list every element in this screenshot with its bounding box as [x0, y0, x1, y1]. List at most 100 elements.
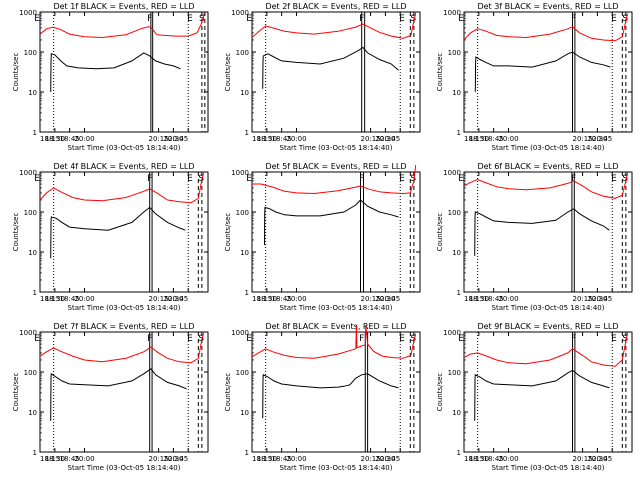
marker-letter: E: [34, 334, 40, 344]
x-tick-label: 20:15: [360, 135, 380, 143]
y-tick-label: 10: [240, 89, 249, 97]
x-tick-label: 18:45: [272, 295, 292, 303]
x-tick-label: 18:30: [257, 455, 277, 463]
lld-series-line: [251, 12, 417, 39]
chart-title: Det 8f BLACK = Events, RED = LLD: [265, 322, 406, 331]
x-tick-label: 18:30: [45, 295, 65, 303]
y-tick-label: 1: [33, 449, 37, 457]
x-tick-label: 18:15: [40, 455, 60, 463]
chart-title: Det 5f BLACK = Events, RED = LLD: [265, 162, 406, 171]
x-tick-label: 20:15: [360, 295, 380, 303]
x-tick-label: 18:45: [60, 455, 80, 463]
chart-title: Det 1f BLACK = Events, RED = LLD: [53, 2, 194, 11]
lld-series-line: [463, 13, 629, 42]
x-tick-label: 20:15: [148, 455, 168, 463]
plot-frame: [463, 171, 633, 293]
x-tick-label: 20:00: [498, 455, 518, 463]
x-tick-label: 20:00: [74, 295, 94, 303]
marker-letter: S: [199, 14, 205, 24]
y-tick-label: 1000: [231, 329, 249, 337]
x-tick-label: 18:15: [40, 295, 60, 303]
plot-frame: [251, 171, 421, 293]
x-tick-label: 18:30: [45, 135, 65, 143]
chart-panel-7: Det 7f BLACK = Events, RED = LLD 1 10 100 10…: [12, 322, 209, 472]
y-axis-label: Counts/sec: [436, 53, 444, 92]
x-axis-label: Start Time (03-Oct-05 18:14:40): [280, 464, 393, 472]
marker-letter: E: [34, 14, 40, 24]
y-axis-label: Counts/sec: [436, 373, 444, 412]
marker-letter: E: [611, 14, 617, 24]
y-tick-label: 100: [24, 49, 37, 57]
x-tick-label: 18:45: [272, 135, 292, 143]
y-tick-label: 1: [33, 289, 37, 297]
marker-letter: E: [458, 14, 464, 24]
marker-letter: S: [622, 334, 628, 344]
plot-frame: [463, 11, 633, 133]
x-tick-label: 20:45: [380, 135, 400, 143]
chart-panel-4: Det 4f BLACK = Events, RED = LLD 1 10 100 10…: [12, 162, 209, 312]
chart-title: Det 4f BLACK = Events, RED = LLD: [53, 162, 194, 171]
y-axis-label: Counts/sec: [12, 373, 20, 412]
marker-letter: S: [198, 174, 204, 184]
x-tick-label: 20:45: [168, 455, 188, 463]
marker-letter: E: [611, 174, 617, 184]
marker-letter: F: [571, 14, 576, 24]
x-tick-label: 20:00: [286, 135, 306, 143]
y-tick-label: 100: [448, 209, 461, 217]
y-tick-label: 1000: [443, 169, 461, 177]
x-tick-label: 20:30: [375, 295, 395, 303]
marker-letter: E: [246, 334, 252, 344]
marker-letter: S: [410, 14, 416, 24]
y-axis-label: Counts/sec: [224, 53, 232, 92]
x-tick-label: 18:45: [484, 455, 504, 463]
x-axis-label: Start Time (03-Oct-05 18:14:40): [68, 464, 181, 472]
x-tick-label: 20:30: [163, 295, 183, 303]
y-tick-label: 10: [28, 409, 37, 417]
y-tick-label: 100: [236, 209, 249, 217]
x-tick-label: 20:45: [168, 135, 188, 143]
x-tick-label: 20:45: [380, 455, 400, 463]
events-series-line: [262, 46, 399, 89]
chart-title: Det 6f BLACK = Events, RED = LLD: [477, 162, 618, 171]
lld-series-line: [39, 13, 205, 39]
y-tick-label: 10: [452, 249, 461, 257]
lld-series-line: [39, 332, 205, 364]
lld-series-line: [39, 172, 205, 204]
marker-letter: F: [359, 334, 364, 344]
marker-letter: E: [611, 334, 617, 344]
marker-letter: S: [198, 334, 204, 344]
y-tick-label: 1000: [231, 9, 249, 17]
y-axis-label: Counts/sec: [436, 213, 444, 252]
plot-frame: [39, 11, 209, 133]
x-tick-label: 18:30: [469, 455, 489, 463]
marker-letter: E: [399, 334, 405, 344]
y-tick-label: 1: [457, 129, 461, 137]
x-tick-label: 20:00: [74, 455, 94, 463]
y-tick-label: 1000: [443, 9, 461, 17]
lld-series-line: [463, 332, 629, 367]
events-series-line: [50, 206, 186, 259]
marker-letter: E: [34, 174, 40, 184]
chart-panel-8: Det 8f BLACK = Events, RED = LLD 1 10 100 10…: [224, 322, 421, 472]
x-tick-label: 18:15: [40, 135, 60, 143]
y-tick-label: 1000: [443, 329, 461, 337]
chart-panel-5: Det 5f BLACK = Events, RED = LLD 1 10 100 10…: [224, 162, 421, 312]
x-tick-label: 18:15: [464, 135, 484, 143]
x-tick-label: 18:45: [484, 135, 504, 143]
events-series-line: [474, 51, 611, 93]
x-tick-label: 18:45: [60, 135, 80, 143]
x-tick-label: 20:45: [592, 295, 612, 303]
marker-letter: F: [359, 174, 364, 184]
marker-letter: E: [187, 334, 193, 344]
y-tick-label: 1000: [231, 169, 249, 177]
marker-letter: E: [246, 14, 252, 24]
y-tick-label: 10: [452, 409, 461, 417]
x-axis-label: Start Time (03-Oct-05 18:14:40): [492, 464, 605, 472]
chart-title: Det 2f BLACK = Events, RED = LLD: [265, 2, 406, 11]
y-tick-label: 1000: [19, 329, 37, 337]
x-tick-label: 18:30: [257, 135, 277, 143]
x-tick-label: 18:30: [45, 455, 65, 463]
y-tick-label: 1: [245, 289, 249, 297]
y-tick-label: 10: [28, 249, 37, 257]
marker-letter: F: [147, 334, 152, 344]
